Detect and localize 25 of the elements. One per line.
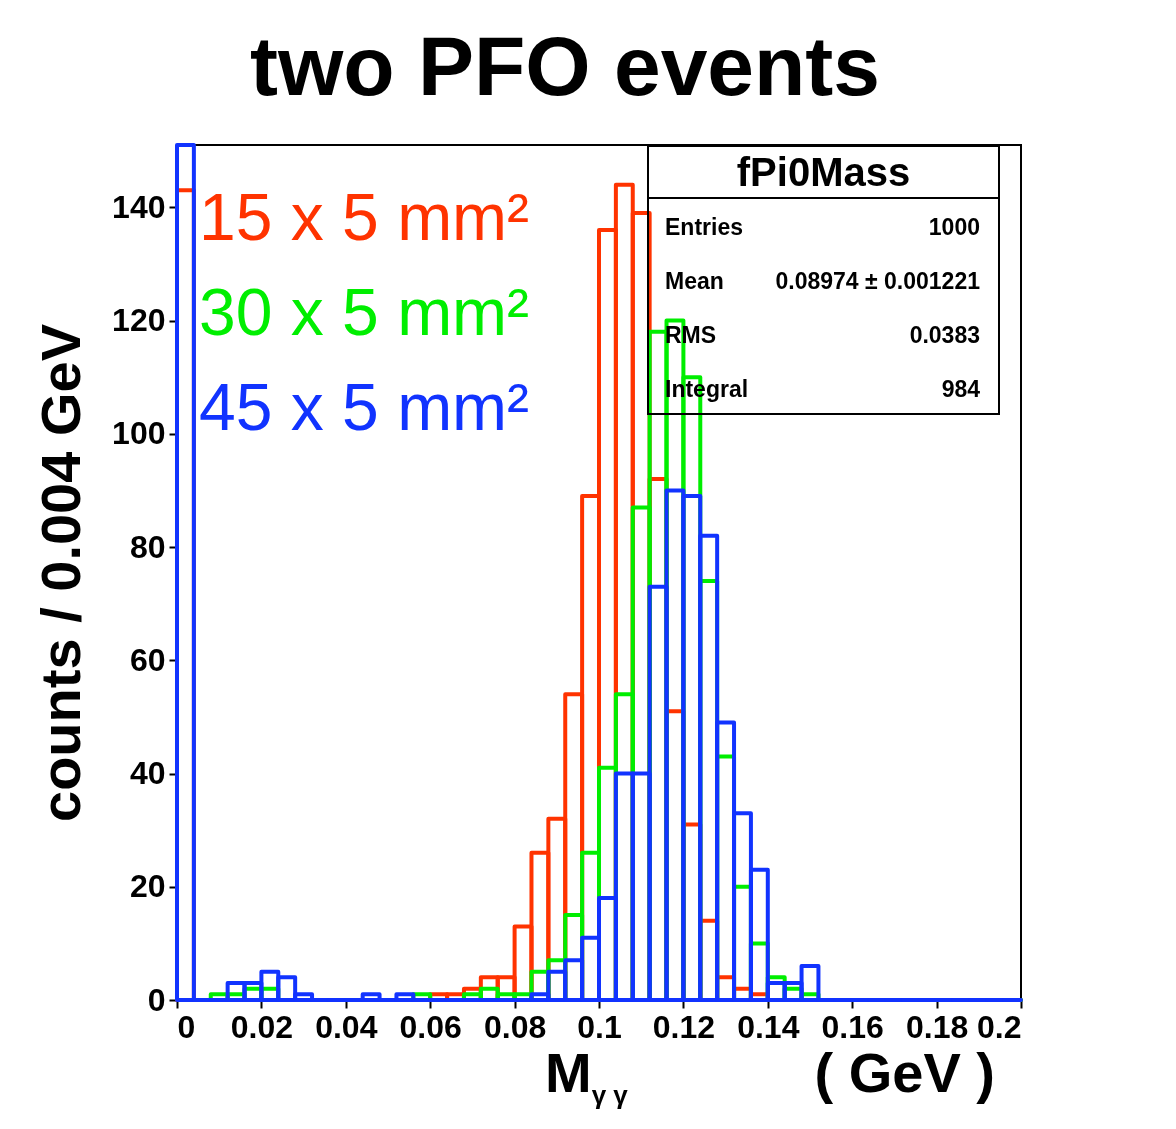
annotation: Entries: [665, 213, 743, 242]
annotation: 0.0383: [909, 321, 980, 350]
x-tick-label: 0.04: [315, 1008, 378, 1045]
y-tick-label: 100: [112, 415, 166, 452]
series-label: 30 x 5 mm²: [199, 275, 530, 349]
annotation: 984: [941, 375, 980, 404]
annotation: 0.08974 ± 0.001221: [775, 267, 980, 296]
y-tick-label: 40: [129, 755, 166, 792]
y-tick-label: 80: [129, 528, 166, 565]
y-axis-title: counts / 0.004 GeV: [29, 324, 93, 822]
x-tick-label: 0.02: [230, 1008, 294, 1045]
y-tick-label: 0: [147, 981, 166, 1018]
x-tick-label: 0: [177, 1008, 196, 1045]
annotation: fPi0Mass: [649, 147, 998, 199]
annotation: 1000: [928, 213, 980, 242]
x-tick-label: 0.08: [483, 1008, 547, 1045]
annotation: Mean: [665, 267, 724, 296]
y-tick-label: 120: [112, 302, 166, 339]
y-tick-label: 20: [129, 868, 166, 905]
series-label: 15 x 5 mm²: [199, 180, 530, 254]
y-tick-label: 140: [112, 188, 166, 225]
series-label: 45 x 5 mm²: [199, 370, 530, 444]
chart-title: two PFO events: [248, 18, 882, 115]
y-tick-label: 60: [129, 641, 166, 678]
x-tick-label: 0.06: [399, 1008, 462, 1045]
